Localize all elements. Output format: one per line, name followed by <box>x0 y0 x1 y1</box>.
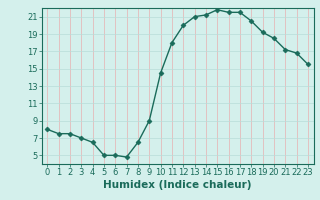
X-axis label: Humidex (Indice chaleur): Humidex (Indice chaleur) <box>103 180 252 190</box>
